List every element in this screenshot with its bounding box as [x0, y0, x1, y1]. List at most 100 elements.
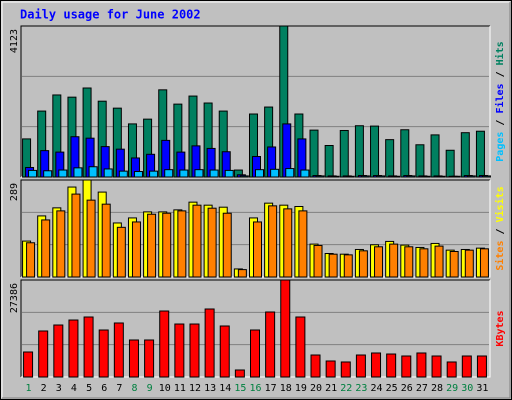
bar [324, 145, 334, 178]
x-tick-label: 24 [371, 383, 383, 394]
legend: Pages / Files / Hits [494, 41, 506, 161]
bar [446, 361, 457, 378]
bar [451, 175, 461, 178]
bar [255, 169, 264, 178]
x-tick-label: 1 [26, 383, 32, 394]
legend-entry: Pages [495, 132, 506, 162]
bar [118, 170, 128, 178]
x-tick-label: 17 [265, 383, 277, 394]
bar [68, 319, 79, 378]
bar [28, 169, 38, 178]
bar [360, 175, 370, 178]
legend-separator: / [495, 114, 506, 132]
bar [295, 316, 306, 378]
bar [239, 175, 249, 178]
bar [103, 168, 113, 178]
bar [207, 207, 217, 278]
x-tick-label: 30 [461, 383, 473, 394]
bar [41, 219, 51, 278]
bar [237, 269, 247, 278]
x-tick-label: 29 [446, 383, 458, 394]
legend-separator: / [495, 65, 506, 83]
x-tick-label: 26 [401, 383, 413, 394]
x-tick-label: 9 [147, 383, 153, 394]
bar [133, 171, 143, 178]
bar [325, 360, 336, 378]
x-tick-label: 27 [416, 383, 428, 394]
x-tick-label: 14 [219, 383, 231, 394]
bar [144, 339, 155, 378]
bar [391, 175, 401, 178]
bar [98, 329, 109, 378]
bar [445, 149, 455, 178]
bar [481, 175, 491, 178]
legend: Sites / Visits [494, 186, 506, 270]
bar [83, 316, 94, 378]
x-tick-label: 6 [101, 383, 107, 394]
bar [147, 213, 157, 278]
bar [177, 210, 187, 278]
bar [73, 167, 83, 178]
bar [53, 324, 64, 378]
bar [400, 129, 410, 178]
bar [43, 170, 53, 178]
x-tick-label: 3 [56, 383, 62, 394]
bar [149, 170, 159, 178]
bar [434, 245, 444, 278]
x-tick-label: 31 [476, 383, 488, 394]
bar [26, 242, 36, 278]
x-tick-label: 23 [355, 383, 367, 394]
y-tick-label: 27386 [9, 283, 20, 313]
legend-entry: Files [494, 83, 506, 113]
bar [280, 279, 291, 378]
bar [113, 322, 124, 378]
bar [339, 129, 349, 178]
bar [389, 243, 399, 278]
bar [283, 208, 293, 278]
bar [340, 361, 351, 378]
bar [23, 351, 34, 378]
x-tick-label: 25 [386, 383, 398, 394]
bar [479, 248, 489, 278]
bar [224, 169, 234, 178]
bar [355, 354, 366, 378]
bar [385, 139, 395, 178]
bar [376, 175, 386, 178]
bar [253, 221, 262, 278]
bar [330, 175, 340, 178]
x-tick-label: 18 [280, 383, 292, 394]
x-tick-label: 2 [41, 383, 47, 394]
bar [101, 203, 111, 278]
x-tick-label: 28 [431, 383, 443, 394]
bar [204, 308, 215, 378]
bar [386, 353, 397, 378]
bar [475, 130, 485, 178]
bar [116, 226, 126, 278]
x-tick-label: 16 [249, 383, 261, 394]
bar [309, 129, 319, 178]
bar [162, 212, 172, 278]
bar [222, 212, 232, 278]
bar [310, 354, 321, 378]
bar [265, 311, 276, 378]
bar [298, 210, 308, 278]
legend: KBytes [495, 310, 506, 346]
bar [436, 175, 446, 178]
bar [419, 248, 429, 278]
bar [56, 210, 66, 278]
bevel [20, 279, 490, 377]
bar [374, 246, 384, 278]
bar [209, 169, 219, 178]
bar [430, 134, 440, 178]
x-tick-label: 4 [71, 383, 77, 394]
bar [71, 193, 81, 278]
bar [401, 355, 412, 378]
bar [219, 325, 230, 378]
bar [328, 253, 338, 278]
bar [466, 175, 476, 178]
legend-entry: KBytes [495, 310, 506, 346]
bar [406, 175, 416, 178]
x-tick-label: 13 [204, 383, 216, 394]
